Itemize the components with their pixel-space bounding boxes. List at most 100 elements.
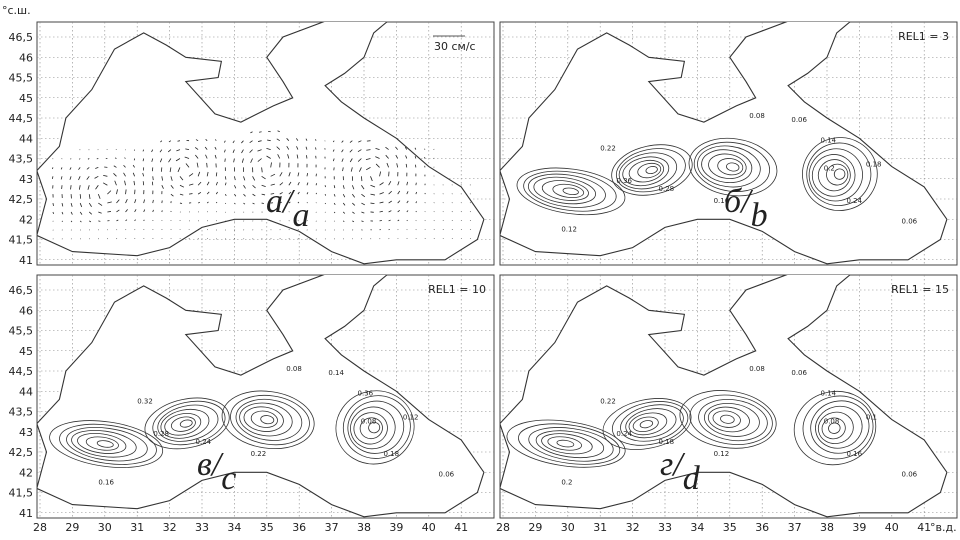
lon-tick-label: 31 [593,521,607,534]
contour-label: 0.12 [403,414,419,422]
lon-unit: °в.д. [930,521,957,534]
lon-tick-label: 28 [496,521,510,534]
contour-label: 0.08 [824,418,840,426]
current-arrow [407,220,408,221]
lon-tick-label: 39 [389,521,403,534]
lon-tick-label: 32 [163,521,177,534]
lon-tick-label: 28 [33,521,47,534]
contour-label: 0.14 [821,136,837,144]
lat-tick-label: 41 [19,507,33,520]
lon-tick-label: 34 [690,521,704,534]
current-arrow [71,185,72,189]
lon-tick-label: 31 [130,521,144,534]
current-arrow [53,203,54,206]
current-arrow [107,211,111,212]
lat-tick-label: 45 [19,345,33,358]
lat-tick-label: 45,5 [9,325,34,338]
lon-tick-label: 37 [788,521,802,534]
lat-tick-label: 41,5 [9,234,34,247]
lon-tick-label: 40 [422,521,436,534]
lon-tick-label: 40 [885,521,899,534]
lon-tick-label: 36 [755,521,769,534]
lat-tick-label: 46 [19,304,33,317]
contour-label: 0.06 [791,116,807,124]
panel-note: REL1 = 3 [898,30,949,43]
contour-label: 0.06 [902,217,918,225]
lat-tick-label: 45,5 [9,72,34,85]
lon-tick-label: 29 [528,521,542,534]
contour-label: 0.22 [600,397,616,405]
panel-label-ru: г [660,446,673,483]
lon-tick-label: 41 [917,521,931,534]
current-arrow [306,155,307,158]
contour-label: 0.36 [358,389,374,397]
panel-label-en: b [751,197,768,234]
contour-label: 0.08 [749,112,765,120]
contour-label: 0.2 [561,478,572,486]
lat-tick-label: 42,5 [9,446,34,459]
contour-label: 0.08 [286,365,302,373]
lat-tick-label: 43,5 [9,153,34,166]
panel-label-en: a [292,197,309,234]
contour-label: 0.24 [846,197,862,205]
contour-label: 0.12 [714,450,730,458]
current-arrow [361,176,362,181]
lat-tick-label: 44,5 [9,112,34,125]
panel-note: REL1 = 10 [428,283,486,296]
contour-label: 0.18 [866,161,882,169]
scale-label: 30 см/с [434,40,476,53]
contour-label: 0.1 [866,414,877,422]
lat-tick-label: 41,5 [9,487,34,500]
lon-tick-label: 34 [227,521,241,534]
current-arrow [71,159,72,160]
lat-tick-label: 42 [19,213,33,226]
lat-tick-label: 44,5 [9,365,34,378]
contour-label: 0.16 [98,478,114,486]
contour-label: 0.12 [561,225,577,233]
lon-tick-label: 37 [325,521,339,534]
lon-tick-label: 35 [723,521,737,534]
lon-tick-label: 35 [260,521,274,534]
contour-label: 0.08 [749,365,765,373]
contour-label: 0.36 [616,177,632,185]
current-arrow [144,220,145,221]
map-panel: 30 см/са/a [37,9,494,265]
contour-label: 0.06 [791,369,807,377]
lat-tick-label: 41 [19,254,33,267]
lon-tick-label: 39 [852,521,866,534]
lat-tick-label: 46,5 [9,31,34,44]
contour-label: 0.22 [251,450,267,458]
panel-note: REL1 = 15 [891,283,949,296]
contour-label: 0.28 [659,185,675,193]
lon-tick-label: 30 [561,521,575,534]
contour-label: 0.24 [196,438,212,446]
contour-label: 0.06 [439,470,455,478]
lon-tick-label: 30 [98,521,112,534]
current-arrow [98,221,100,222]
figure: °с.ш. °в.д. 30 см/са/a 41 41,5 42 42,5 43 43,5… [0,0,960,535]
panel-label-ru: в [197,446,212,483]
lat-tick-label: 42 [19,466,33,479]
lat-tick-label: 46 [19,51,33,64]
current-arrow [416,183,417,186]
current-arrow [207,163,208,167]
lat-tick-label: 44 [19,132,33,145]
lat-tick-label: 43 [19,173,33,186]
lat-tick-label: 44 [19,385,33,398]
contour-label: 0.22 [600,144,616,152]
contour-label: 0.18 [659,438,675,446]
contour-label: 0.2 [824,165,835,173]
lat-tick-label: 43 [19,426,33,439]
lon-tick-label: 29 [65,521,79,534]
contour-label: 0.16 [846,450,862,458]
lat-unit: °с.ш. [2,4,31,17]
current-arrow [315,139,316,140]
lon-tick-label: 38 [820,521,834,534]
lon-tick-label: 33 [195,521,209,534]
contour-label: 0.28 [153,430,169,438]
panel-label-en: d [683,460,701,497]
contour-label: 0.18 [383,450,399,458]
contour-label: 0.14 [821,389,837,397]
